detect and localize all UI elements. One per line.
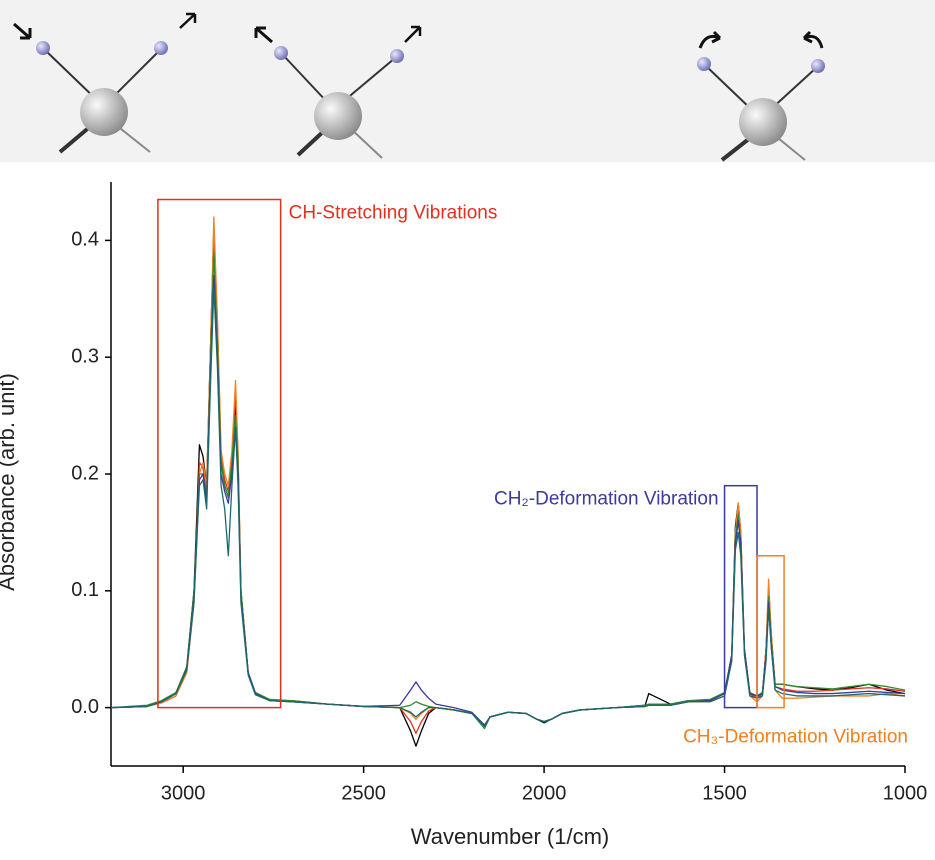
y-axis-title: Absorbance (arb. unit) <box>0 373 19 591</box>
annotation-label: CH₃-Deformation Vibration <box>683 727 908 748</box>
plot-area: 0.0 0.1 0.2 0.3 0.4 3000 2500 2000 1500 1000 CH-St… <box>71 182 927 804</box>
illustration-band <box>0 0 935 162</box>
x-tick-label: 1500 <box>702 782 747 804</box>
molecule-symmetric <box>13 12 197 154</box>
x-axis-title: Wavenumber (1/cm) <box>411 824 609 849</box>
x-tick-label: 3000 <box>161 782 206 804</box>
annotation-label: CH-Stretching Vibrations <box>289 203 498 224</box>
x-tick-label: 1000 <box>883 782 928 804</box>
y-tick-label: 0.1 <box>71 579 99 601</box>
y-tick-label: 0.4 <box>71 229 99 251</box>
y-tick-label: 0.3 <box>71 345 99 367</box>
spectrum-line <box>110 216 906 726</box>
y-tick-label: 0.0 <box>71 696 99 718</box>
annotation-box <box>756 555 785 709</box>
molecule-scissoring <box>697 30 825 162</box>
annotation-label: CH₂-Deformation Vibration <box>494 489 719 510</box>
y-tick-label: 0.2 <box>71 462 99 484</box>
molecule-asymmetric <box>254 25 422 159</box>
x-tick-label: 2500 <box>341 782 386 804</box>
x-tick-label: 2000 <box>522 782 567 804</box>
annotation-box <box>157 198 282 709</box>
spectrum-line <box>110 286 906 727</box>
